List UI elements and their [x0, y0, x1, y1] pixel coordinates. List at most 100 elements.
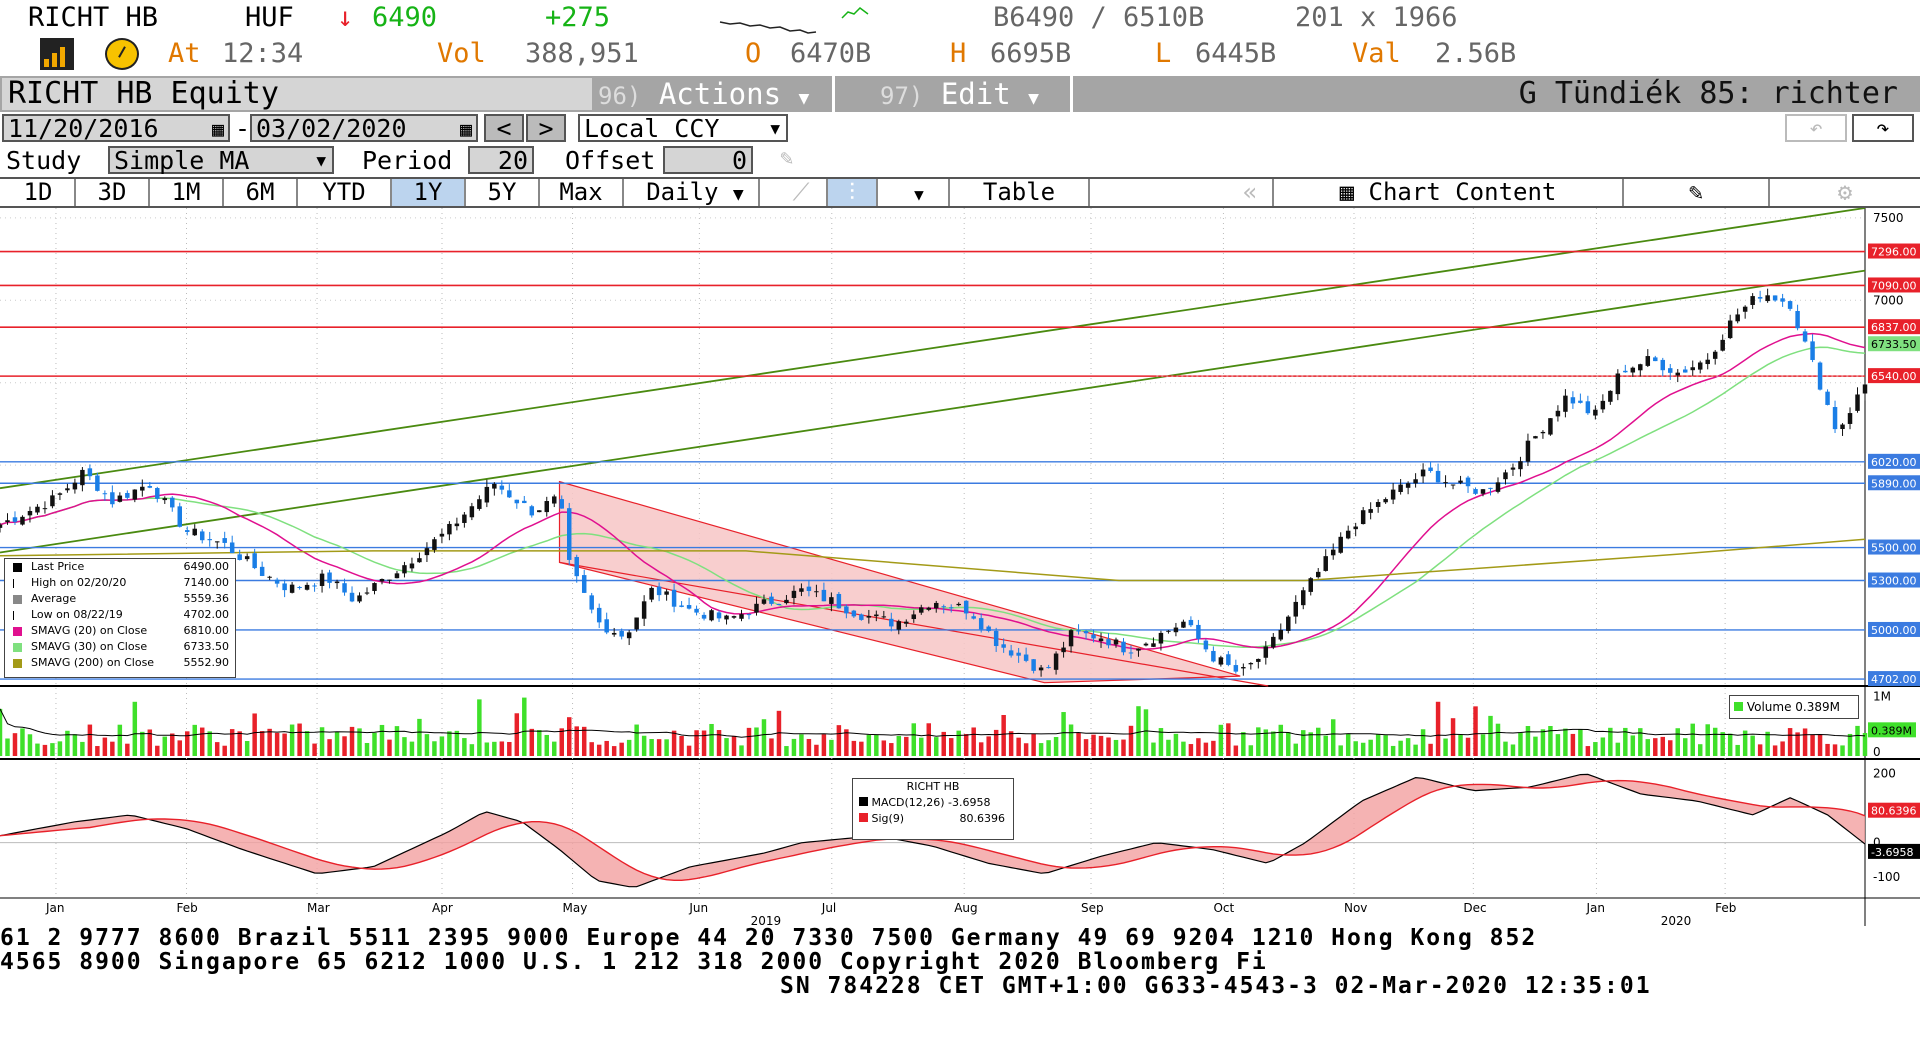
- volume-bar: [1278, 724, 1284, 756]
- volume-bar: [432, 741, 437, 756]
- price-chart[interactable]: 7500 7000 7296.00 7090.00 6837.00 6733.50 6540…: [0, 208, 1920, 926]
- volume-bar: [821, 734, 827, 756]
- volume-bar: [941, 731, 946, 756]
- candle: [1683, 369, 1688, 373]
- volume-bar: [237, 731, 242, 756]
- settings-gear-icon[interactable]: ⚙: [1837, 178, 1853, 206]
- tab-ytd[interactable]: YTD: [298, 179, 392, 206]
- candle: [1188, 619, 1194, 626]
- edit-menu[interactable]: 97) Edit ▼: [880, 76, 1070, 112]
- value-traded: 2.56B: [1435, 38, 1517, 69]
- volume-bar: [514, 713, 520, 756]
- volume-bar: [1113, 739, 1119, 756]
- tab-1d[interactable]: 1D: [2, 179, 76, 206]
- candle: [1533, 436, 1538, 439]
- volume-bar: [1241, 732, 1246, 756]
- study-select[interactable]: Simple MA ▼: [108, 146, 334, 174]
- speed-dial-icon[interactable]: [105, 38, 139, 70]
- candle: [1016, 652, 1021, 656]
- candle: [1323, 556, 1328, 571]
- period-input[interactable]: 20: [468, 146, 534, 174]
- candle: [1435, 470, 1441, 483]
- candle: [926, 607, 931, 610]
- legend-value: 6490.00: [183, 560, 230, 573]
- candle: [1053, 653, 1059, 670]
- candle: [1518, 461, 1523, 470]
- candle: [1038, 667, 1044, 671]
- candle: [1653, 357, 1658, 362]
- candle: [881, 616, 887, 618]
- candle: [207, 539, 212, 541]
- prev-period-button[interactable]: <: [484, 114, 524, 142]
- security-field[interactable]: RICHT HB Equity: [2, 78, 592, 110]
- undo-icon[interactable]: ↶: [1785, 114, 1847, 142]
- candle: [596, 607, 602, 623]
- candle: [1091, 634, 1096, 639]
- tab-3d[interactable]: 3D: [76, 179, 150, 206]
- candle: [1128, 652, 1134, 654]
- line-chart-icon[interactable]: ⟋: [776, 179, 828, 206]
- candle: [1151, 643, 1156, 647]
- next-period-button[interactable]: >: [526, 114, 566, 142]
- candle: [1847, 413, 1853, 424]
- calendar-icon[interactable]: ▦: [459, 117, 472, 141]
- volume-label: Vol: [437, 38, 486, 69]
- x-tick-label: Sep: [1081, 901, 1104, 915]
- actions-menu[interactable]: 96) Actions ▼: [598, 76, 832, 112]
- candle: [259, 566, 265, 576]
- collapse-left-icon[interactable]: «: [1228, 179, 1274, 206]
- candle: [911, 614, 917, 620]
- candle: [484, 486, 490, 503]
- volume-bar: [417, 718, 422, 756]
- volume-bar: [349, 726, 355, 756]
- candle: [1023, 654, 1029, 661]
- candle: [1061, 647, 1066, 653]
- tab-5y[interactable]: 5Y: [466, 179, 540, 206]
- legend-value: 4702.00: [183, 608, 230, 621]
- candle-chart-icon[interactable]: ⫶: [828, 179, 878, 206]
- volume-bar: [769, 738, 774, 756]
- volume-bar: [1757, 744, 1763, 756]
- tab-1y[interactable]: 1Y: [392, 179, 466, 206]
- tab-max[interactable]: Max: [540, 179, 624, 206]
- volume-bar: [611, 746, 617, 756]
- bar-chart-icon[interactable]: [40, 38, 74, 70]
- volume-bar: [754, 727, 759, 756]
- chart-type-dropdown[interactable]: ▼: [890, 179, 950, 206]
- legend-swatch: [13, 563, 22, 572]
- currency-select[interactable]: Local CCY ▼: [578, 114, 788, 142]
- candle: [507, 490, 512, 498]
- volume-bar: [1233, 745, 1239, 756]
- date-separator: -: [235, 114, 251, 143]
- candle: [1585, 401, 1591, 414]
- edit-chart-icon[interactable]: ✎: [1624, 179, 1770, 206]
- start-date-field[interactable]: 11/20/2016 ▦: [2, 114, 230, 142]
- volume-bar: [1203, 742, 1209, 756]
- calendar-icon[interactable]: ▦: [211, 117, 224, 141]
- volume-bar: [379, 724, 385, 756]
- start-date: 11/20/2016: [8, 114, 159, 143]
- end-date-field[interactable]: 03/02/2020 ▦: [250, 114, 478, 142]
- candle: [514, 499, 520, 504]
- offset-input[interactable]: 0: [663, 146, 753, 174]
- volume-bar: [791, 738, 797, 756]
- volume-bar: [1016, 737, 1021, 756]
- chart-content-button[interactable]: ▦ Chart Content: [1274, 179, 1624, 206]
- tab-1m[interactable]: 1M: [150, 179, 224, 206]
- pencil-icon[interactable]: ✎: [780, 146, 794, 171]
- volume-bar: [566, 717, 572, 756]
- redo-icon[interactable]: ↷: [1852, 114, 1914, 142]
- table-button[interactable]: Table: [950, 179, 1090, 206]
- tab-6m[interactable]: 6M: [224, 179, 298, 206]
- legend-value: 6733.50: [183, 640, 230, 653]
- volume-bar: [1697, 744, 1703, 756]
- volume-bar: [1525, 726, 1531, 756]
- candle: [95, 475, 100, 491]
- volume-bar: [1533, 736, 1538, 756]
- frequency-select[interactable]: Daily ▼: [632, 179, 760, 206]
- candle: [312, 585, 317, 587]
- candle: [1293, 601, 1299, 617]
- volume-bar: [492, 741, 497, 756]
- volume-bar: [1420, 729, 1426, 756]
- volume-bar: [207, 731, 212, 756]
